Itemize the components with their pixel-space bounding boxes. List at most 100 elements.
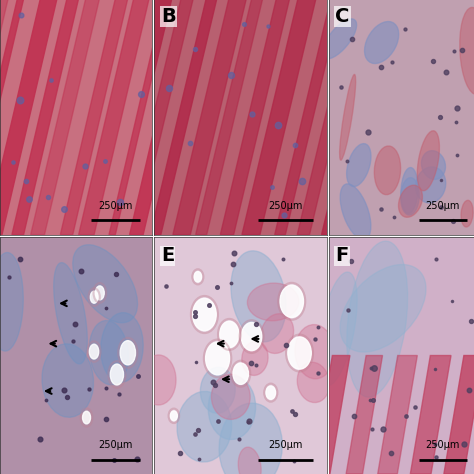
Circle shape (120, 341, 136, 365)
Circle shape (220, 321, 239, 347)
Circle shape (89, 344, 99, 359)
Ellipse shape (365, 21, 399, 64)
Ellipse shape (374, 146, 401, 195)
Polygon shape (0, 0, 57, 235)
Circle shape (170, 411, 177, 421)
Ellipse shape (421, 151, 446, 179)
Polygon shape (99, 0, 172, 235)
Ellipse shape (347, 241, 408, 397)
Ellipse shape (399, 185, 422, 217)
Text: 250μm: 250μm (98, 440, 132, 450)
Polygon shape (312, 356, 350, 474)
Polygon shape (173, 0, 246, 235)
Ellipse shape (141, 355, 176, 405)
Ellipse shape (461, 201, 473, 227)
Circle shape (266, 386, 276, 399)
Polygon shape (12, 0, 79, 235)
Text: 250μm: 250μm (268, 440, 303, 450)
Polygon shape (275, 0, 342, 235)
Polygon shape (196, 0, 263, 235)
Polygon shape (468, 0, 474, 235)
Circle shape (233, 363, 248, 384)
Ellipse shape (417, 131, 439, 191)
Ellipse shape (401, 168, 418, 213)
Circle shape (241, 322, 262, 351)
Text: 250μm: 250μm (98, 201, 132, 211)
Ellipse shape (211, 374, 250, 419)
Polygon shape (0, 0, 9, 235)
Polygon shape (155, 0, 221, 235)
Circle shape (90, 291, 98, 303)
Circle shape (280, 285, 303, 318)
Ellipse shape (42, 344, 93, 417)
Ellipse shape (0, 253, 23, 351)
Ellipse shape (73, 245, 137, 323)
Text: 250μm: 250μm (268, 201, 303, 211)
Polygon shape (247, 356, 283, 474)
Polygon shape (444, 356, 474, 474)
Polygon shape (296, 0, 363, 235)
Polygon shape (246, 0, 319, 235)
Circle shape (95, 286, 104, 300)
Ellipse shape (242, 341, 268, 375)
Polygon shape (182, 0, 244, 235)
Polygon shape (21, 0, 93, 235)
Text: F: F (336, 246, 349, 265)
Polygon shape (125, 0, 193, 235)
Ellipse shape (322, 19, 356, 59)
Ellipse shape (401, 178, 419, 215)
Polygon shape (79, 0, 149, 235)
Ellipse shape (219, 403, 283, 474)
Polygon shape (242, 0, 316, 235)
Text: 250μm: 250μm (426, 201, 460, 211)
Polygon shape (129, 0, 199, 235)
Polygon shape (204, 0, 268, 235)
Polygon shape (60, 0, 128, 235)
Text: C: C (336, 7, 350, 26)
Polygon shape (442, 0, 474, 235)
Ellipse shape (238, 447, 261, 474)
Ellipse shape (201, 367, 235, 413)
Circle shape (192, 298, 216, 331)
Ellipse shape (318, 272, 357, 386)
Polygon shape (0, 0, 64, 235)
Circle shape (110, 364, 124, 385)
Ellipse shape (247, 283, 299, 321)
Polygon shape (0, 0, 24, 235)
Ellipse shape (261, 314, 293, 354)
Circle shape (206, 342, 229, 375)
Polygon shape (109, 0, 171, 235)
Ellipse shape (340, 264, 426, 352)
Polygon shape (297, 0, 366, 235)
Polygon shape (225, 0, 291, 235)
Polygon shape (369, 0, 444, 235)
Polygon shape (378, 356, 417, 474)
Polygon shape (281, 356, 315, 474)
Ellipse shape (460, 8, 474, 94)
Text: 250μm: 250μm (426, 440, 460, 450)
Ellipse shape (208, 376, 255, 439)
Ellipse shape (54, 263, 87, 364)
Ellipse shape (177, 392, 232, 462)
Polygon shape (73, 0, 138, 235)
Polygon shape (343, 0, 417, 235)
Circle shape (288, 337, 311, 369)
Ellipse shape (89, 320, 128, 385)
Polygon shape (31, 0, 100, 235)
Ellipse shape (295, 325, 335, 379)
Text: E: E (161, 246, 174, 265)
Polygon shape (273, 0, 337, 235)
Ellipse shape (297, 362, 329, 402)
Polygon shape (321, 0, 393, 235)
Circle shape (82, 411, 91, 424)
Text: B: B (161, 7, 176, 26)
Polygon shape (220, 0, 290, 235)
Polygon shape (0, 0, 40, 235)
Circle shape (194, 272, 201, 282)
Ellipse shape (416, 167, 446, 203)
Polygon shape (417, 0, 474, 235)
Ellipse shape (231, 251, 286, 342)
Ellipse shape (101, 313, 143, 383)
Polygon shape (150, 0, 217, 235)
Polygon shape (52, 0, 116, 235)
